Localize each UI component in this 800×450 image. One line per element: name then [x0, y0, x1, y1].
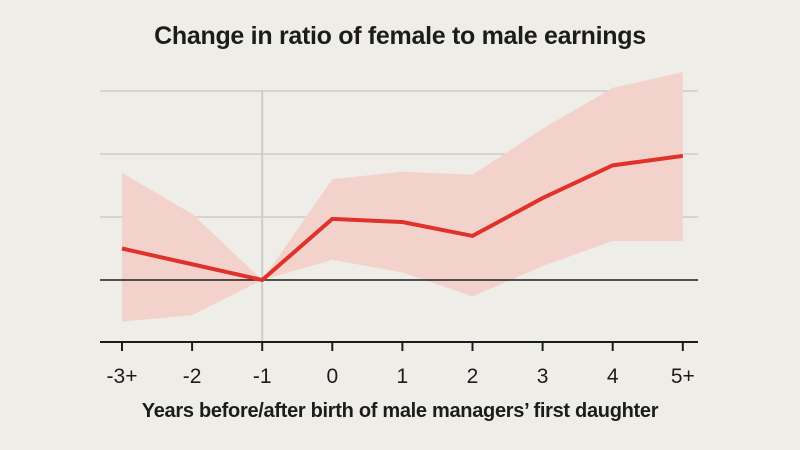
x-tick-labels: -3+ -2 -1 0 1 2 3 4 5+ [107, 365, 695, 388]
confidence-band-layer [122, 72, 683, 322]
x-tick-label: 4 [607, 365, 619, 388]
x-tick-label: 5+ [671, 365, 695, 388]
confidence-band [122, 72, 683, 322]
x-tick-label: 3 [537, 365, 549, 388]
x-tick-label: -1 [253, 365, 272, 388]
x-tick-label: 2 [467, 365, 479, 388]
series-line-layer [121, 153, 684, 283]
x-axis [100, 341, 698, 351]
x-tick-label: -3+ [107, 365, 138, 388]
x-tick-label: 1 [397, 365, 409, 388]
x-axis-title: Years before/after birth of male manager… [141, 400, 659, 422]
x-tick-label: 0 [326, 365, 338, 388]
x-tick-label: -2 [183, 365, 202, 388]
chart-title: Change in ratio of female to male earnin… [154, 22, 646, 50]
